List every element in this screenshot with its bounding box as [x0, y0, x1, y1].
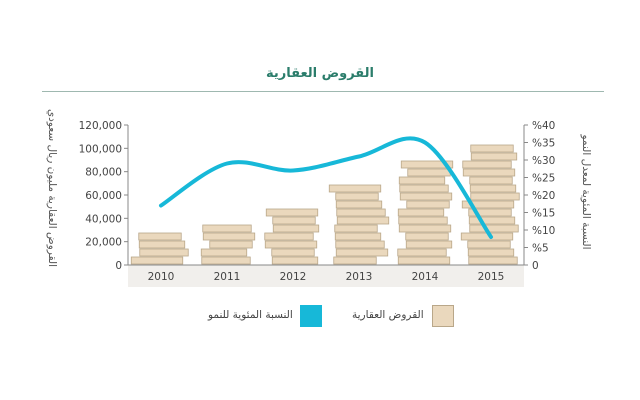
bar-slab	[397, 256, 451, 265]
bar-slab	[333, 256, 377, 265]
bar-slab	[468, 256, 518, 265]
legend: النسبة المئوية للنمو القروض العقارية	[0, 305, 640, 333]
growth-line	[159, 136, 493, 239]
bar-slab	[462, 160, 512, 169]
bar-slab	[406, 200, 450, 209]
x-tick-label: 2014	[412, 271, 439, 283]
y-tick-label: 40,000	[85, 213, 122, 225]
x-tick-label: 2012	[280, 271, 307, 283]
bar-slab	[399, 184, 449, 193]
y2-tick-label: %15	[532, 208, 555, 220]
bar-slab	[462, 168, 516, 177]
bar-slab	[335, 248, 389, 257]
y2-tick-label: %10	[532, 225, 555, 237]
y-tick-label: 0	[115, 260, 122, 272]
bar-slab	[461, 200, 515, 209]
x-tick-label: 2010	[148, 271, 175, 283]
bar-slab	[265, 208, 319, 217]
bar-slab	[334, 224, 378, 233]
bar-slab	[264, 240, 318, 249]
bar-slab	[470, 144, 514, 153]
x-axis-band	[128, 265, 524, 287]
bar-slab	[138, 240, 186, 249]
bar-slab	[468, 208, 512, 217]
chart-title: القروض العقارية	[265, 66, 375, 81]
bar-slab	[335, 200, 383, 209]
bar-slab	[398, 216, 448, 225]
bar-slab	[271, 248, 315, 257]
bar-2010	[130, 232, 189, 265]
bar-slab	[264, 232, 314, 241]
y-tick-label: 60,000	[85, 190, 122, 202]
y2-tick-label: %35	[532, 138, 555, 150]
bar-slab	[336, 208, 386, 217]
bar-slab	[130, 256, 184, 265]
bar-slab	[397, 248, 447, 257]
bar-slab	[200, 248, 248, 257]
bar-slab	[202, 232, 256, 241]
legend-swatch-growth	[300, 305, 322, 327]
bar-slab	[399, 192, 453, 201]
bar-slab	[209, 240, 253, 249]
bar-2012	[264, 208, 320, 265]
bar-slab	[469, 224, 519, 233]
bar-slab	[469, 184, 517, 193]
bar-slab	[398, 224, 452, 233]
bar-slab	[407, 168, 451, 177]
bar-slab	[467, 240, 511, 249]
bar-slab	[328, 184, 382, 193]
y2-tick-label: %20	[532, 190, 555, 202]
bar-slab	[201, 256, 251, 265]
x-tick-label: 2015	[478, 271, 505, 283]
y-tick-label: 20,000	[85, 237, 122, 249]
bar-slab	[467, 248, 515, 257]
bar-slab	[405, 232, 449, 241]
bar-slab	[470, 192, 520, 201]
bar-2015	[460, 144, 520, 265]
y2-tick-label: %30	[532, 155, 555, 167]
y-tick-label: 80,000	[85, 167, 122, 179]
legend-swatch-loans	[432, 305, 454, 327]
y2-tick-label: %40	[532, 120, 555, 132]
bar-2011	[200, 224, 256, 265]
bar-slab	[139, 248, 189, 257]
y2-tick-label: %25	[532, 173, 555, 185]
bar-slab	[335, 192, 379, 201]
y2-tick-label: 0	[532, 260, 539, 272]
x-tick-label: 2011	[214, 271, 241, 283]
title-divider	[42, 91, 604, 92]
bar-slab	[272, 224, 320, 233]
bar-slab	[335, 240, 385, 249]
y-tick-label: 120,000	[79, 120, 122, 132]
bar-slab	[272, 216, 316, 225]
legend-label-growth: النسبة المئوية للنمو	[208, 309, 293, 321]
bar-slab	[271, 256, 319, 265]
bar-slab	[202, 224, 252, 233]
bar-slab	[470, 152, 518, 161]
y2-tick-label: %5	[532, 243, 549, 255]
bar-slab	[336, 216, 390, 225]
y-tick-label: 100,000	[79, 143, 122, 155]
bar-slab	[400, 160, 454, 169]
bar-2013	[328, 184, 390, 265]
bar-slab	[334, 232, 382, 241]
bar-slab	[468, 216, 516, 225]
bar-2014	[397, 160, 454, 265]
bar-slab	[469, 176, 513, 185]
x-tick-label: 2013	[346, 271, 373, 283]
legend-label-loans: القروض العقارية	[352, 309, 424, 321]
bar-slab	[405, 240, 453, 249]
bar-slab	[397, 208, 445, 217]
bar-slab	[398, 176, 446, 185]
bar-slab	[138, 232, 182, 241]
